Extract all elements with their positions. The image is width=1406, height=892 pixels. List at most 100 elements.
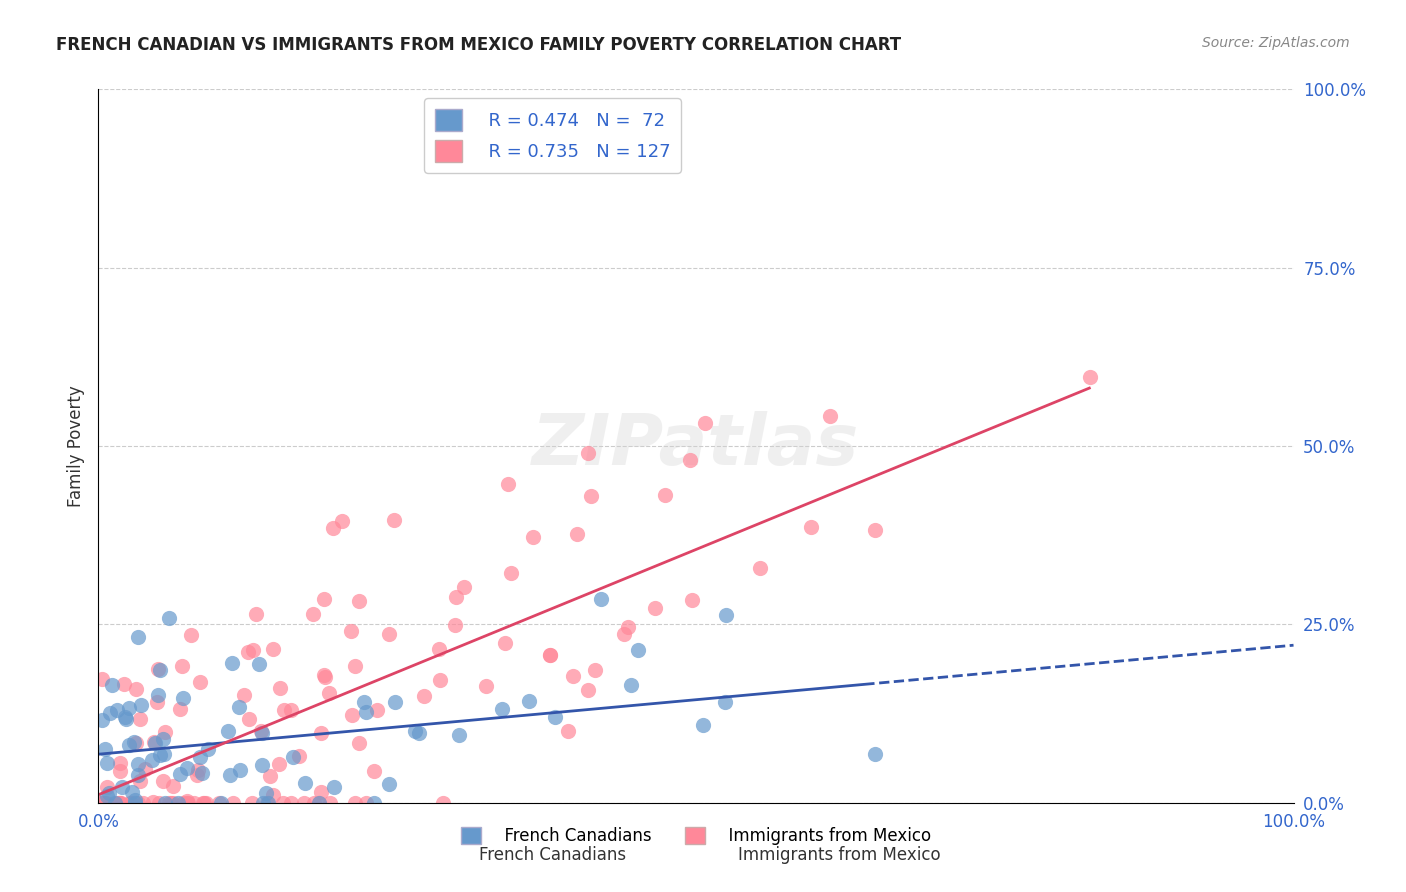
Point (318, 686, 340, 700)
Point (340, 624, 363, 639)
Point (143, 736, 166, 750)
Point (169, 767, 191, 781)
Point (273, 703, 295, 717)
Point (620, 678, 643, 692)
Point (209, 796, 232, 810)
Point (134, 763, 156, 777)
Point (378, 777, 401, 791)
Point (447, 728, 470, 742)
Point (89, 796, 111, 810)
Point (800, 520, 823, 534)
Point (176, 760, 198, 774)
Point (576, 445, 599, 459)
Point (499, 566, 522, 581)
Point (343, 796, 366, 810)
Point (146, 662, 169, 676)
Point (233, 689, 256, 703)
Point (344, 659, 367, 673)
Point (93, 796, 115, 810)
Point (127, 768, 149, 782)
Point (162, 796, 184, 810)
Point (110, 796, 132, 810)
Point (180, 628, 202, 642)
Point (269, 756, 291, 771)
Point (567, 527, 589, 541)
Point (114, 712, 136, 726)
Point (118, 738, 141, 752)
Text: ZIPatlas: ZIPatlas (533, 411, 859, 481)
Point (491, 702, 513, 716)
Point (149, 747, 172, 762)
Point (288, 749, 311, 764)
Point (101, 678, 124, 692)
Point (453, 580, 475, 594)
Point (254, 786, 277, 800)
Point (197, 742, 219, 756)
Point (681, 593, 703, 607)
Point (96, 789, 118, 803)
Point (444, 591, 467, 605)
Point (238, 712, 260, 726)
Point (188, 750, 211, 764)
Point (311, 726, 333, 740)
Point (273, 796, 295, 810)
Point (579, 489, 602, 503)
Point (170, 659, 193, 673)
Point (188, 675, 211, 690)
Point (146, 688, 169, 702)
Point (522, 531, 544, 545)
Point (250, 726, 273, 740)
Point (176, 794, 198, 808)
Point (186, 768, 208, 782)
Point (280, 796, 302, 810)
Point (153, 724, 176, 739)
Text: Immigrants from Mexico: Immigrants from Mexico (738, 846, 941, 863)
Point (865, 747, 887, 762)
Point (347, 593, 370, 607)
Point (692, 718, 714, 732)
Point (94, 796, 117, 810)
Point (591, 592, 613, 607)
Legend:   French Canadians,   Immigrants from Mexico: French Canadians, Immigrants from Mexico (454, 820, 938, 852)
Point (256, 796, 278, 810)
Point (654, 488, 676, 502)
Point (96, 796, 118, 810)
Point (172, 691, 194, 706)
Point (475, 680, 498, 694)
Point (118, 700, 141, 714)
Point (280, 703, 302, 717)
Point (363, 796, 385, 810)
Point (152, 731, 174, 746)
Point (108, 756, 131, 770)
Point (263, 788, 285, 802)
Point (91, 713, 114, 727)
Point (100, 706, 122, 721)
Point (191, 766, 214, 780)
Point (142, 795, 165, 809)
Point (538, 648, 561, 663)
Point (323, 780, 346, 794)
Point (366, 703, 388, 717)
Point (347, 736, 370, 750)
Point (120, 796, 142, 810)
Point (166, 796, 188, 810)
Point (90, 796, 112, 810)
Point (228, 700, 250, 714)
Point (219, 768, 242, 782)
Point (249, 723, 271, 738)
Point (114, 710, 136, 724)
Point (104, 796, 127, 810)
Point (340, 708, 363, 723)
Text: French Canadians: French Canadians (479, 846, 626, 863)
Point (129, 713, 152, 727)
Point (576, 683, 599, 698)
Point (517, 694, 540, 708)
Point (557, 723, 579, 738)
Point (191, 796, 214, 810)
Point (308, 796, 330, 810)
Point (259, 769, 281, 783)
Point (110, 764, 132, 778)
Point (217, 724, 239, 739)
Point (124, 796, 146, 810)
Point (127, 630, 149, 644)
